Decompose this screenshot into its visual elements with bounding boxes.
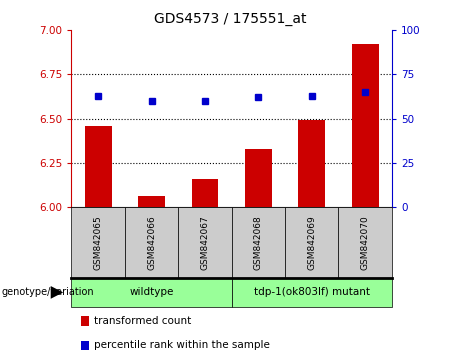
Bar <box>245 149 272 207</box>
Text: GSM842070: GSM842070 <box>361 215 370 270</box>
Text: wildtype: wildtype <box>130 287 174 297</box>
Text: GDS4573 / 175551_at: GDS4573 / 175551_at <box>154 12 307 27</box>
Text: genotype/variation: genotype/variation <box>1 287 94 297</box>
Text: percentile rank within the sample: percentile rank within the sample <box>94 340 270 350</box>
Text: GSM842065: GSM842065 <box>94 215 103 270</box>
Bar <box>352 44 378 207</box>
Text: GSM842066: GSM842066 <box>147 215 156 270</box>
Text: tdp-1(ok803lf) mutant: tdp-1(ok803lf) mutant <box>254 287 370 297</box>
Bar <box>298 120 325 207</box>
Text: transformed count: transformed count <box>94 316 191 326</box>
Text: GSM842068: GSM842068 <box>254 215 263 270</box>
Text: GSM842067: GSM842067 <box>201 215 209 270</box>
Text: GSM842069: GSM842069 <box>307 215 316 270</box>
Bar <box>138 196 165 207</box>
Bar <box>192 179 219 207</box>
Bar <box>85 126 112 207</box>
